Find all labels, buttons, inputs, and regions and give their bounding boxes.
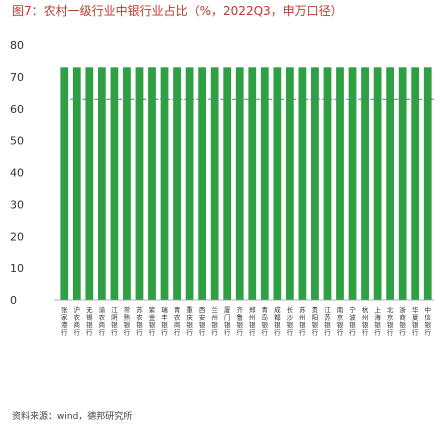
x-tick-label: 长沙银行 — [287, 305, 294, 337]
y-tick-label: 80 — [10, 39, 24, 52]
y-axis: 0 10 20 30 40 50 60 70 80 — [10, 39, 24, 307]
source-note: 资料来源：wind，德邦研究所 — [12, 412, 133, 422]
bar — [285, 67, 294, 300]
x-tick-label: 贵阳银行 — [312, 305, 319, 337]
y-tick-label: 20 — [10, 230, 24, 243]
x-tick-label: 西安银行 — [199, 306, 206, 337]
bar — [298, 67, 307, 300]
x-tick-label: 无锡银行 — [86, 306, 93, 337]
y-tick-label: 10 — [10, 262, 24, 275]
bar — [411, 67, 420, 300]
bar — [160, 67, 169, 300]
bar — [348, 67, 357, 300]
bar — [273, 67, 282, 300]
bar — [223, 67, 232, 300]
x-tick-label: 北京银行 — [387, 306, 394, 337]
x-tick-label: 南京银行 — [337, 305, 344, 337]
x-tick-label: 江苏银行 — [324, 306, 331, 337]
bar — [173, 67, 181, 300]
x-tick-label: 兰州银行 — [211, 305, 218, 337]
bar — [60, 67, 69, 300]
y-tick-label: 50 — [10, 135, 24, 148]
bar — [336, 67, 344, 300]
x-tick-label: 厦门银行 — [224, 306, 231, 337]
chart-title: 图7：农村一级行业中银行业占比（%，2022Q3，申万口径） — [12, 4, 343, 18]
bar — [386, 67, 395, 300]
x-tick-label: 紫金银行 — [149, 306, 156, 337]
bar — [423, 67, 432, 300]
bar — [323, 67, 332, 300]
bar — [361, 67, 369, 300]
x-tick-label: 浙商银行 — [399, 305, 406, 337]
bar — [123, 67, 131, 300]
bar — [135, 67, 144, 300]
x-tick-label: 江阴银行 — [111, 306, 118, 337]
bar — [235, 67, 244, 300]
y-tick-label: 30 — [10, 198, 24, 211]
bar — [198, 67, 207, 300]
x-tick-label: 齐鲁银行 — [236, 305, 243, 337]
bar — [398, 67, 407, 300]
bar — [248, 67, 257, 300]
x-tick-label: 渝农商行 — [99, 305, 106, 337]
bar — [185, 67, 194, 300]
x-tick-label: 常熟银行 — [124, 305, 131, 337]
bar — [97, 67, 106, 300]
x-tick-label: 苏州银行 — [299, 305, 306, 337]
y-tick-label: 60 — [10, 103, 24, 116]
bar — [85, 67, 94, 300]
x-tick-label: 郑州银行 — [249, 306, 256, 337]
x-tick-label: 重庆银行 — [186, 306, 193, 337]
x-axis: 张家港行沪农商行无锡银行渝农商行江阴银行常熟银行苏农银行紫金银行瑞丰银行青农商行… — [54, 299, 434, 337]
y-tick-label: 70 — [10, 71, 24, 84]
y-tick-label: 40 — [10, 167, 24, 180]
bar — [260, 67, 269, 300]
x-tick-label: 苏农银行 — [136, 305, 143, 337]
x-tick-label: 成都银行 — [274, 305, 281, 337]
bar — [311, 67, 319, 300]
x-tick-label: 青农商行 — [174, 305, 181, 337]
x-tick-label: 上海银行 — [374, 305, 381, 337]
bar — [148, 67, 156, 300]
bar — [210, 67, 219, 300]
y-tick-label: 0 — [10, 294, 17, 307]
x-tick-label: 杭州银行 — [362, 305, 369, 337]
bar — [72, 67, 81, 300]
x-tick-label: 华夏银行 — [412, 305, 419, 337]
bar — [373, 67, 382, 300]
bar — [110, 67, 119, 300]
x-tick-label: 宁波银行 — [349, 305, 356, 337]
bars — [60, 67, 432, 300]
x-tick-label: 中信银行 — [424, 305, 431, 337]
x-tick-label: 青岛银行 — [262, 305, 269, 337]
x-tick-label: 沪农商行 — [74, 305, 81, 337]
x-tick-label: 瑞丰银行 — [161, 305, 168, 337]
x-tick-label: 张家港行 — [61, 305, 68, 337]
